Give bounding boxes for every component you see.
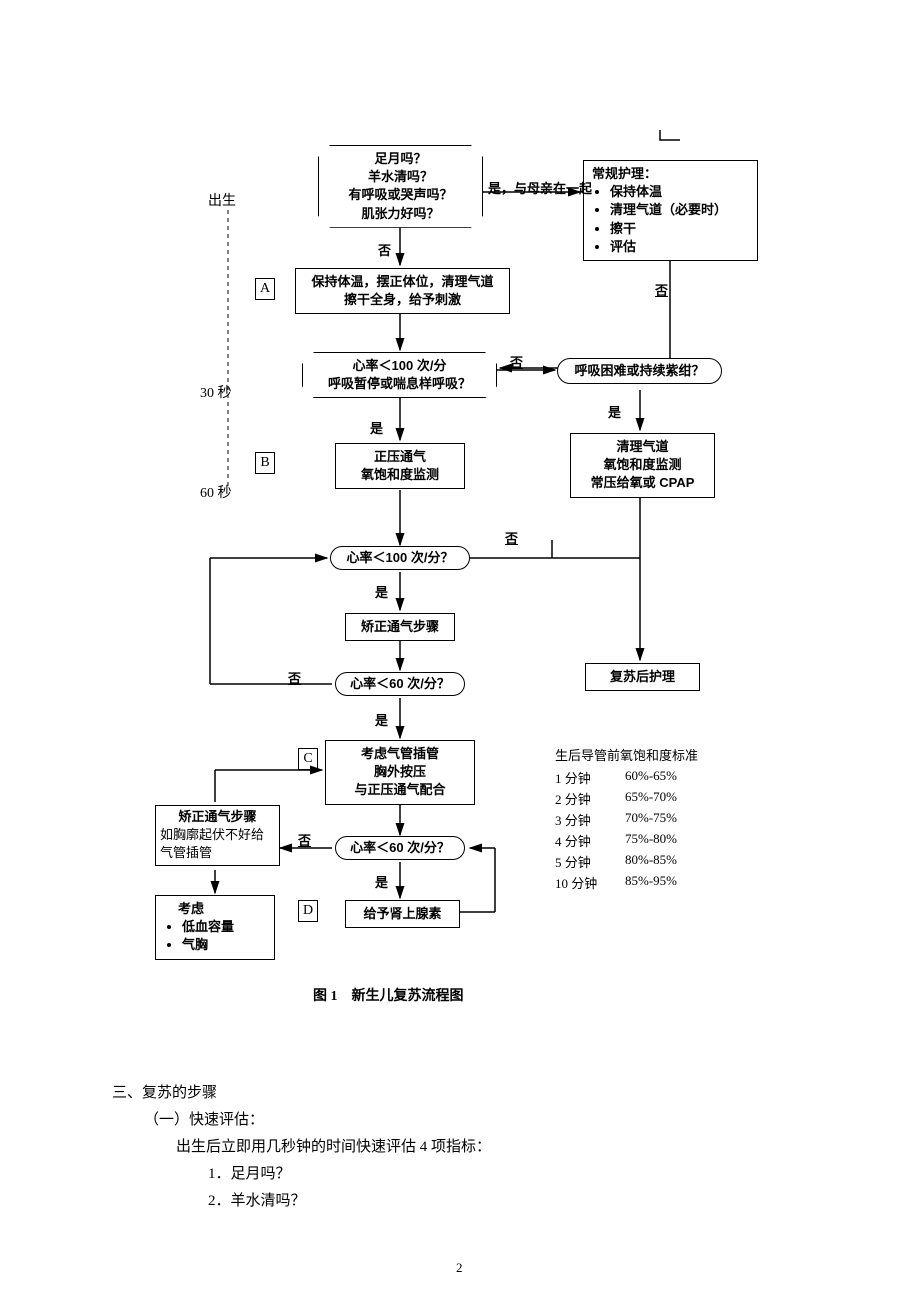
- label-no-hr60-2: 否: [298, 830, 311, 849]
- step-b: B: [255, 452, 275, 474]
- o2-sat-table: 生后导管前氧饱和度标准 1 分钟60%-65% 2 分钟65%-70% 3 分钟…: [555, 745, 705, 894]
- birth-label: 出生: [208, 190, 236, 210]
- action-clear-airway: 清理气道 氧饱和度监测 常压给氧或 CPAP: [570, 433, 715, 498]
- decision-hr100: 心率＜100 次/分？: [330, 546, 470, 570]
- step-c: C: [298, 748, 318, 770]
- label-no-routine: 否: [655, 280, 668, 299]
- step-d: D: [298, 900, 318, 922]
- decision-breathing: 呼吸困难或持续紫绀？: [557, 358, 722, 384]
- routine-care: 常规护理： 保持体温 清理气道（必要时） 擦干 评估: [583, 160, 758, 261]
- decision-initial: 足月吗？ 羊水清吗？ 有呼吸或哭声吗？ 肌张力好吗？: [318, 145, 483, 228]
- label-no-1: 否: [378, 240, 391, 259]
- action-correct-vent: 矫正通气步骤: [345, 613, 455, 641]
- step-a: A: [255, 278, 275, 300]
- label-yes-breath: 是: [608, 402, 621, 421]
- label-yes-hr60-1: 是: [375, 710, 388, 729]
- action-correct2: 矫正通气步骤 如胸廓起伏不好给气管插管: [155, 805, 280, 866]
- label-yes-hr60-2: 是: [375, 872, 388, 891]
- decision-hr60-1: 心率＜60 次/分？: [335, 672, 465, 696]
- flowchart: 出生 30 秒 60 秒 A B C D 足月吗？ 羊水清吗？ 有呼吸或哭声吗？…: [0, 0, 920, 1010]
- label-no-hr100: 否: [505, 528, 518, 547]
- decision-hr100-apnea: 心率＜100 次/分 呼吸暂停或喘息样呼吸？: [302, 352, 497, 398]
- decision-hr60-2: 心率＜60 次/分？: [335, 836, 465, 860]
- action-a: 保持体温，摆正体位，清理气道 擦干全身，给予刺激: [295, 268, 510, 314]
- action-intubate: 考虑气管插管 胸外按压 与正压通气配合: [325, 740, 475, 805]
- label-yes-mother: 是，与母亲在一起: [488, 178, 592, 197]
- label-yes-hr100: 是: [375, 582, 388, 601]
- label-yes-q2: 是: [370, 418, 383, 437]
- label-no-hr60-1: 否: [288, 668, 301, 687]
- page-number: 2: [456, 1260, 463, 1276]
- label-no-2: 否: [510, 352, 523, 371]
- t30-label: 30 秒: [200, 382, 232, 402]
- action-post-care: 复苏后护理: [585, 663, 700, 691]
- body-text: 三、复苏的步骤 （一）快速评估： 出生后立即用几秒钟的时间快速评估 4 项指标：…: [112, 1080, 812, 1215]
- figure-caption: 图 1 新生儿复苏流程图: [313, 985, 464, 1005]
- action-ppv: 正压通气 氧饱和度监测: [335, 443, 465, 489]
- action-consider: 考虑 低血容量 气胸: [155, 895, 275, 960]
- action-epinephrine: 给予肾上腺素: [345, 900, 460, 928]
- t60-label: 60 秒: [200, 482, 232, 502]
